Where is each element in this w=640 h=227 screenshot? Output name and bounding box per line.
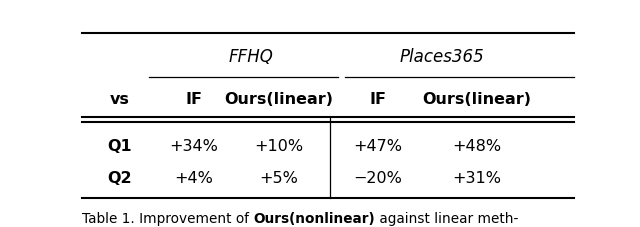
Text: IF: IF <box>369 91 386 106</box>
Text: −20%: −20% <box>353 170 402 185</box>
Text: Table 1. Improvement of: Table 1. Improvement of <box>83 211 254 225</box>
Text: +48%: +48% <box>452 139 501 153</box>
Text: +4%: +4% <box>175 170 214 185</box>
Text: FFHQ: FFHQ <box>228 48 273 66</box>
Text: +10%: +10% <box>254 139 303 153</box>
Text: Places365: Places365 <box>400 48 484 66</box>
Text: Q2: Q2 <box>108 170 132 185</box>
Text: Ours(linear): Ours(linear) <box>422 91 531 106</box>
Text: +31%: +31% <box>452 170 501 185</box>
Text: IF: IF <box>186 91 203 106</box>
Text: Ours(linear): Ours(linear) <box>224 91 333 106</box>
Text: Ours(nonlinear): Ours(nonlinear) <box>254 211 376 225</box>
Text: against linear meth-: against linear meth- <box>376 211 519 225</box>
Text: +34%: +34% <box>170 139 218 153</box>
Text: vs: vs <box>109 91 130 106</box>
Text: +47%: +47% <box>353 139 402 153</box>
Text: Q1: Q1 <box>108 139 132 153</box>
Text: +5%: +5% <box>259 170 298 185</box>
